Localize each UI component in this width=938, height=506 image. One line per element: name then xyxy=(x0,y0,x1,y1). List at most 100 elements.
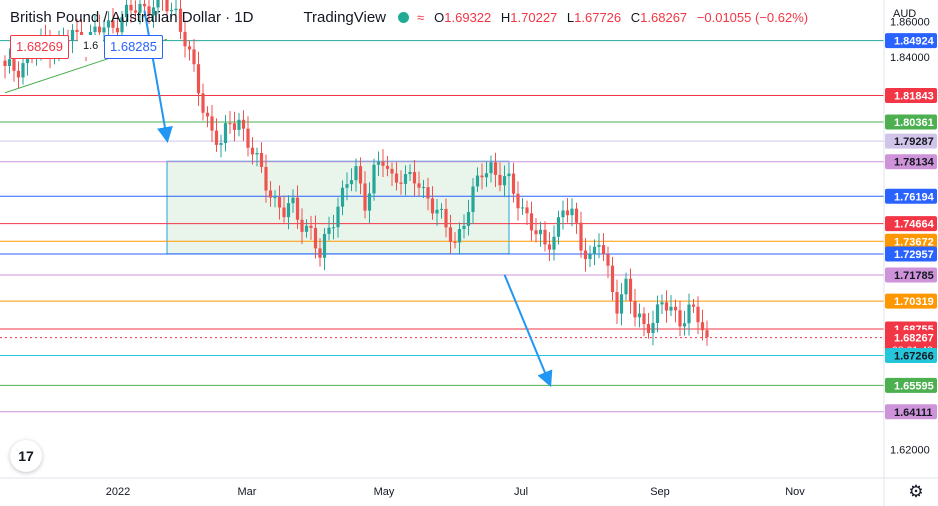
candle-body[interactable] xyxy=(471,186,475,213)
candle-body[interactable] xyxy=(534,230,538,235)
candle-body[interactable] xyxy=(214,130,219,145)
level-tag[interactable] xyxy=(885,348,937,364)
candle-body[interactable] xyxy=(147,6,151,16)
candle-body[interactable] xyxy=(237,119,241,130)
level-tag[interactable] xyxy=(885,216,937,232)
level-tag[interactable] xyxy=(885,293,937,309)
candle-body[interactable] xyxy=(691,304,696,307)
arrow-line[interactable] xyxy=(143,10,173,144)
candle-body[interactable] xyxy=(129,4,133,11)
level-tag[interactable] xyxy=(885,188,937,204)
candle-body[interactable] xyxy=(7,59,12,66)
candle-body[interactable] xyxy=(201,93,205,113)
candle-body[interactable] xyxy=(331,227,336,229)
candle-body[interactable] xyxy=(138,3,142,13)
candle-body[interactable] xyxy=(682,323,687,327)
level-tag[interactable] xyxy=(885,88,937,104)
candle-body[interactable] xyxy=(403,174,408,184)
candle-body[interactable] xyxy=(439,208,444,210)
candle-body[interactable] xyxy=(610,265,615,293)
candle-body[interactable] xyxy=(264,166,268,191)
candle-body[interactable] xyxy=(354,166,358,181)
candle-body[interactable] xyxy=(453,241,457,243)
candle-body[interactable] xyxy=(552,236,556,250)
candle-body[interactable] xyxy=(70,29,75,41)
level-tag[interactable] xyxy=(885,404,937,420)
candle-body[interactable] xyxy=(363,183,367,211)
level-tag[interactable] xyxy=(885,114,937,130)
candle-body[interactable] xyxy=(385,165,390,169)
candle-body[interactable] xyxy=(372,164,376,194)
candle-body[interactable] xyxy=(408,172,412,175)
candle-body[interactable] xyxy=(192,49,196,65)
candle-body[interactable] xyxy=(547,244,552,250)
candle-body[interactable] xyxy=(430,198,435,214)
candle-body[interactable] xyxy=(165,0,169,12)
candle-body[interactable] xyxy=(678,310,682,327)
candle-body[interactable] xyxy=(606,254,610,266)
candle-body[interactable] xyxy=(457,229,462,243)
candle-body[interactable] xyxy=(394,173,399,183)
candle-body[interactable] xyxy=(232,123,237,130)
candle-body[interactable] xyxy=(480,175,484,178)
candle-body[interactable] xyxy=(223,123,228,144)
candle-body[interactable] xyxy=(421,187,426,189)
symbol-title[interactable]: British Pound / Australian Dollar · 1D xyxy=(10,8,254,26)
candle-body[interactable] xyxy=(295,197,300,220)
candle-body[interactable] xyxy=(520,207,525,209)
candle-body[interactable] xyxy=(655,304,660,323)
candle-body[interactable] xyxy=(340,187,345,207)
candle-body[interactable] xyxy=(187,46,192,50)
candle-body[interactable] xyxy=(210,116,214,131)
level-tag[interactable] xyxy=(885,246,937,262)
candle-body[interactable] xyxy=(619,294,624,314)
candle-body[interactable] xyxy=(250,147,255,155)
candle-body[interactable] xyxy=(646,324,651,334)
candle-body[interactable] xyxy=(111,20,115,28)
candle-body[interactable] xyxy=(705,330,709,338)
candle-body[interactable] xyxy=(277,197,282,208)
buy-button[interactable]: 1.68285 xyxy=(104,35,163,59)
candle-body[interactable] xyxy=(502,176,507,186)
candle-body[interactable] xyxy=(259,152,264,167)
candle-body[interactable] xyxy=(169,10,174,12)
candle-body[interactable] xyxy=(673,306,678,311)
candle-body[interactable] xyxy=(120,17,124,33)
candle-body[interactable] xyxy=(286,203,291,218)
candle-body[interactable] xyxy=(556,217,561,237)
candle-body[interactable] xyxy=(493,162,498,175)
sell-button[interactable]: 1.68269 xyxy=(10,35,69,59)
candle-body[interactable] xyxy=(156,0,160,8)
candle-body[interactable] xyxy=(412,172,417,184)
candle-body[interactable] xyxy=(124,4,129,18)
candle-body[interactable] xyxy=(304,225,309,232)
candle-body[interactable] xyxy=(228,123,232,125)
candle-body[interactable] xyxy=(345,184,349,188)
candle-body[interactable] xyxy=(417,183,421,188)
candle-body[interactable] xyxy=(93,26,97,32)
candle-body[interactable] xyxy=(106,20,111,28)
candle-body[interactable] xyxy=(561,210,565,218)
candle-body[interactable] xyxy=(309,225,313,228)
gear-icon[interactable]: ⚙ xyxy=(908,482,924,501)
candle-body[interactable] xyxy=(246,128,250,148)
candle-body[interactable] xyxy=(390,168,394,174)
candle-body[interactable] xyxy=(183,31,187,47)
candle-body[interactable] xyxy=(592,246,597,255)
level-tag[interactable] xyxy=(885,267,937,283)
candle-body[interactable] xyxy=(219,143,223,145)
candle-body[interactable] xyxy=(133,10,138,13)
candle-body[interactable] xyxy=(102,27,106,33)
candle-body[interactable] xyxy=(700,322,705,331)
candle-body[interactable] xyxy=(75,29,79,32)
candle-body[interactable] xyxy=(570,208,574,216)
currency-label[interactable]: AUD xyxy=(893,8,917,20)
candle-body[interactable] xyxy=(633,301,637,318)
arrow-line[interactable] xyxy=(503,274,553,388)
candle-body[interactable] xyxy=(516,193,520,209)
candle-body[interactable] xyxy=(435,209,439,214)
candle-body[interactable] xyxy=(115,27,120,33)
candle-body[interactable] xyxy=(669,306,673,311)
candle-body[interactable] xyxy=(327,227,331,234)
